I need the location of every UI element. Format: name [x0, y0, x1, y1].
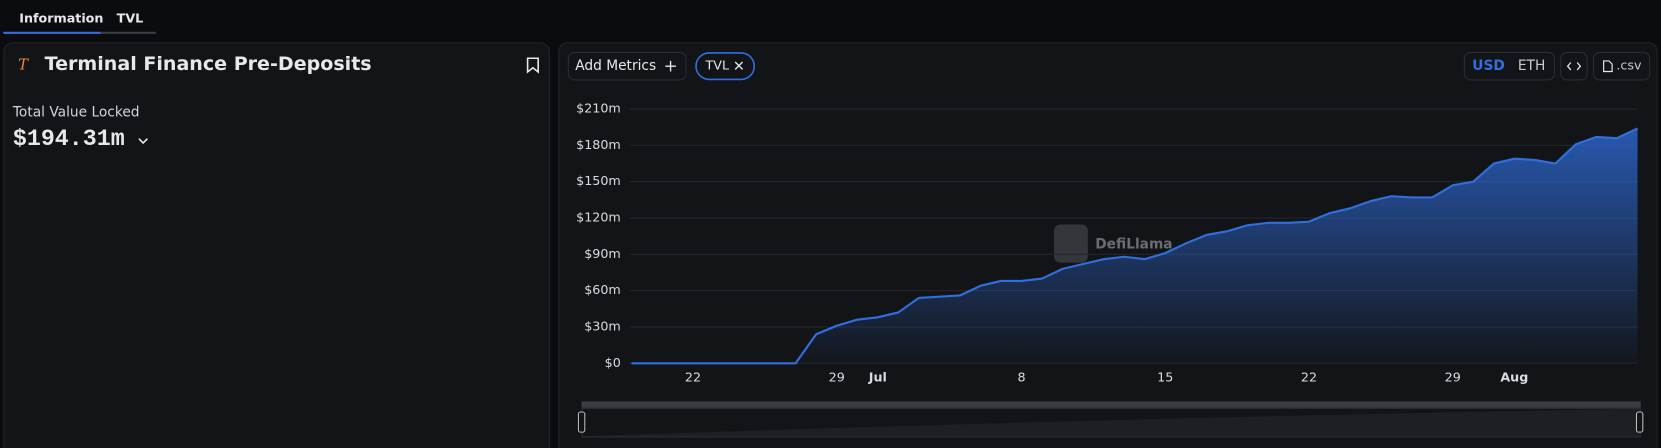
bookmark-icon[interactable]: [526, 57, 539, 74]
tab[interactable]: Information: [19, 11, 103, 26]
x-tick-label: 8: [1017, 370, 1025, 385]
x-tick-label: 22: [1301, 370, 1317, 385]
metric-value: $194.31m: [13, 126, 125, 152]
x-tick-label: 15: [1157, 370, 1173, 385]
plus-icon: [665, 60, 676, 72]
add-metrics-label: Add Metrics: [575, 58, 656, 74]
csv-label: .csv: [1616, 58, 1642, 73]
chevron[interactable]: [138, 138, 148, 145]
x-tick-label: Aug: [1500, 370, 1528, 385]
embed-button[interactable]: [1560, 51, 1588, 81]
add-metrics-button[interactable]: [567, 51, 687, 81]
csv-button[interactable]: [1593, 51, 1651, 81]
area: [631, 128, 1638, 364]
watermark: DefiLlama: [1095, 237, 1172, 253]
y-tick-label: $120m: [576, 210, 621, 225]
y-tick-label: $60m: [584, 282, 621, 297]
y-tick-label: $210m: [576, 101, 621, 116]
y-tick-label: $150m: [576, 173, 621, 188]
tab[interactable]: TVL: [117, 11, 144, 26]
x-tick-label: 29: [1445, 370, 1461, 385]
zoom-handle[interactable]: [577, 411, 586, 433]
line: [631, 127, 1638, 365]
close-icon[interactable]: [734, 61, 744, 70]
x-tick-label: Jul: [868, 370, 887, 385]
code-icon: [1566, 62, 1582, 71]
currency-toggle: [1463, 51, 1555, 81]
y-tick-label: $30m: [584, 318, 621, 333]
y-tick-label: $0: [605, 355, 621, 370]
currency-option[interactable]: ETH: [1518, 58, 1545, 74]
watermark-logo: [1053, 224, 1088, 263]
protocol-icon: T: [18, 57, 29, 74]
info-panel: [3, 42, 550, 448]
metric-chip[interactable]: [695, 52, 756, 81]
zoom-preview: [581, 408, 1640, 437]
zoom-handle[interactable]: [1635, 411, 1644, 433]
tab-active-underline: [3, 31, 101, 34]
plot: $0 $30m $60m $90m $120m $150m $180m $210m 22 29 Ju…: [576, 101, 1638, 385]
metric-chip-label: TVL: [705, 58, 730, 73]
y-tick-label: $180m: [576, 137, 621, 152]
y-tick-label: $90m: [584, 246, 621, 261]
protocol-title: Terminal Finance Pre-Deposits: [45, 53, 372, 75]
x-tick-label: 29: [829, 370, 845, 385]
tab-underline: [100, 31, 156, 34]
currency-option[interactable]: USD: [1472, 58, 1504, 74]
metric-label: Total Value Locked: [12, 104, 140, 120]
x-tick-label: 22: [685, 370, 701, 385]
file-icon: [1603, 60, 1613, 73]
zoom-slider-bar[interactable]: [581, 401, 1641, 408]
